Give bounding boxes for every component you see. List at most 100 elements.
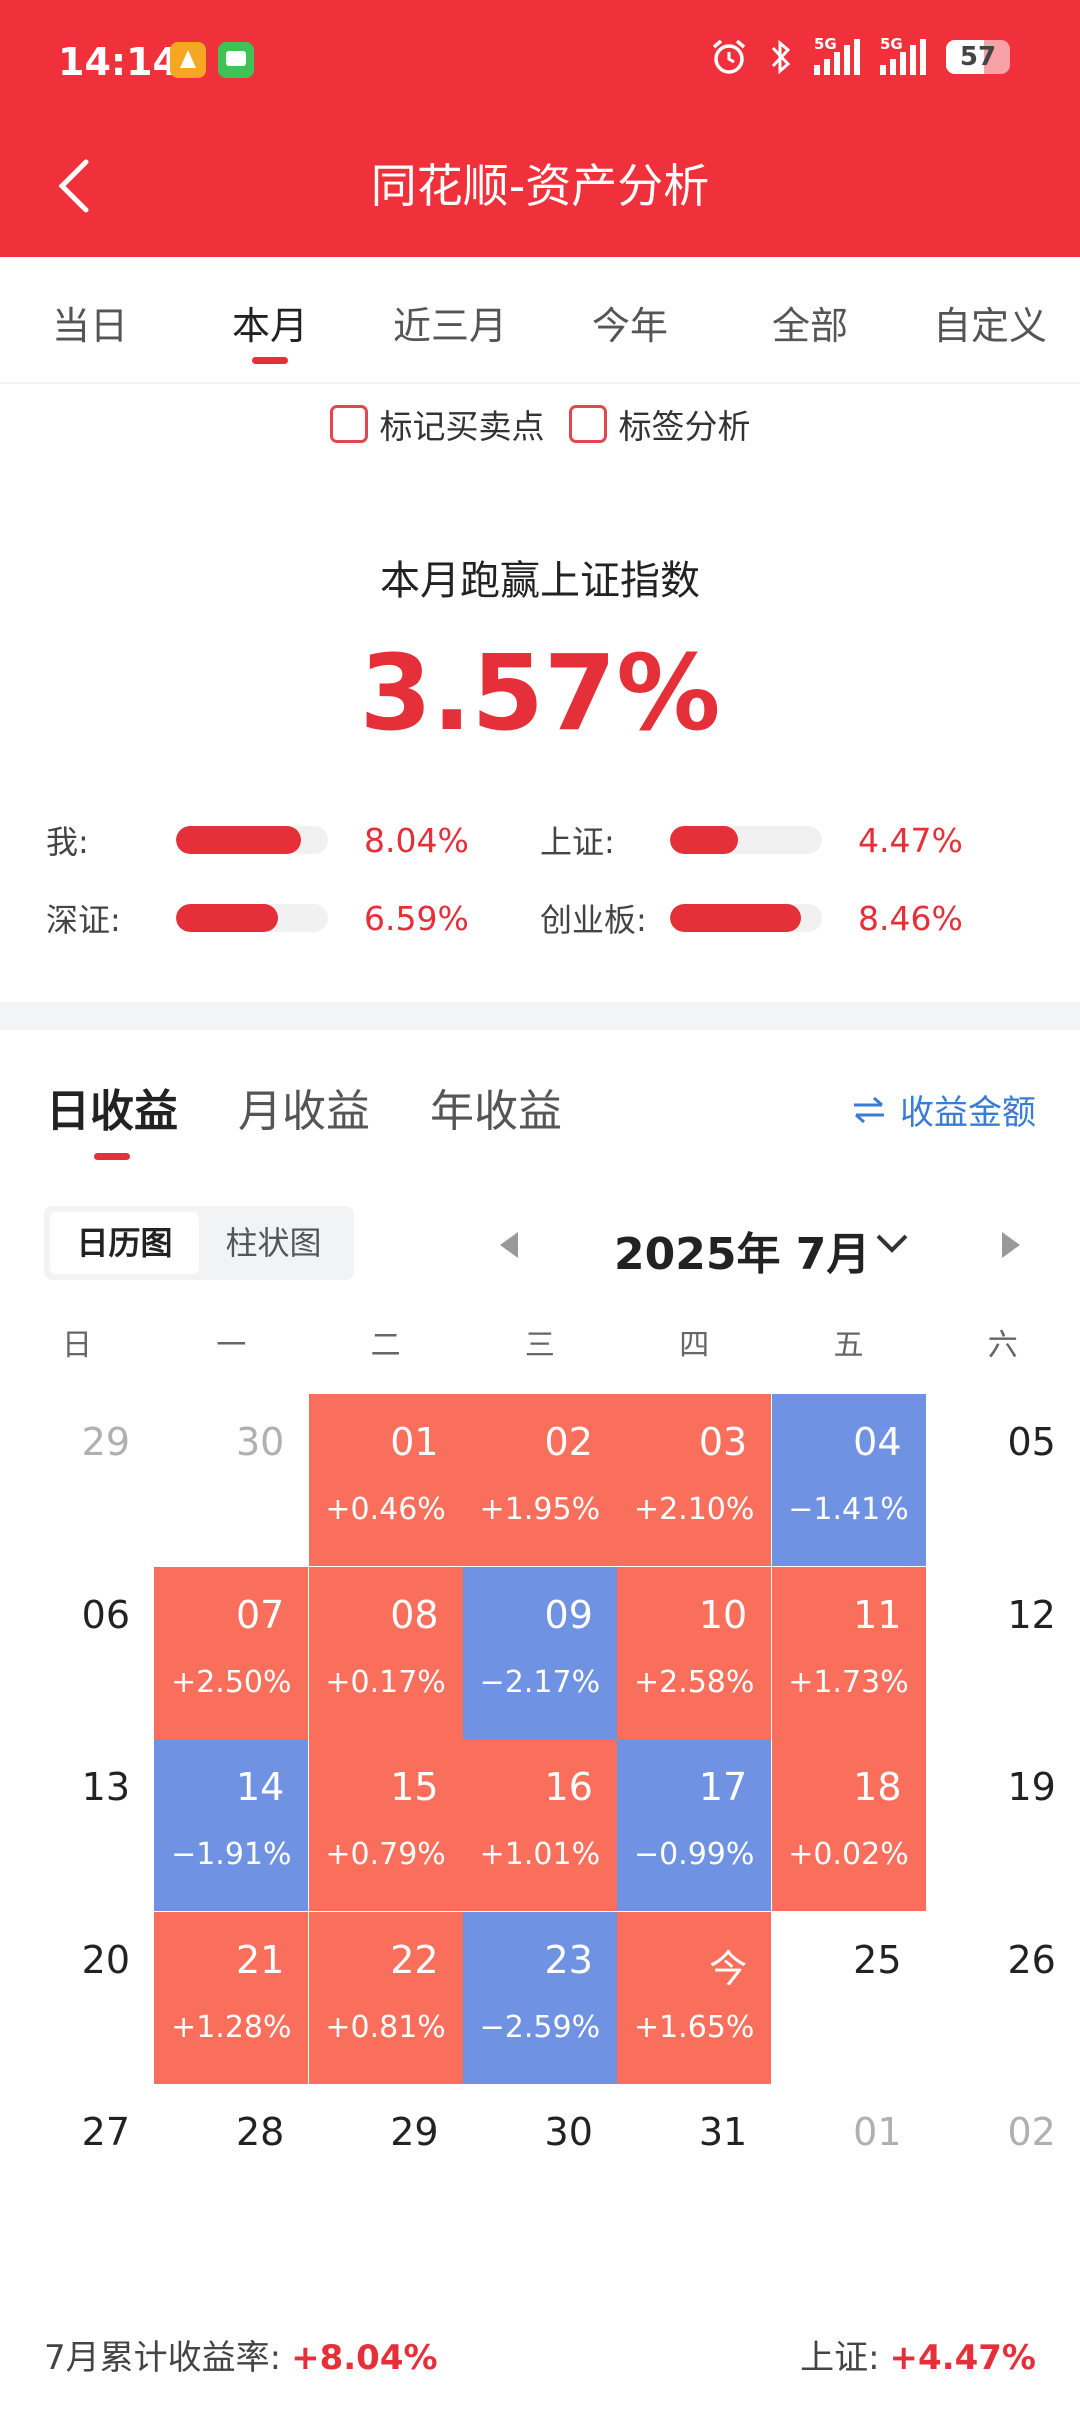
calendar-day-number: 27 — [81, 2110, 130, 2155]
calendar-day-number: 12 — [1007, 1592, 1056, 1637]
comparison-track — [670, 826, 822, 854]
weekday-header: 日一二三四五六 — [0, 1320, 1080, 1370]
calendar-day-cell[interactable]: 13 — [0, 1739, 154, 1911]
calendar-day-cell[interactable]: 16 +1.01% — [462, 1739, 617, 1912]
calendar-day-cell[interactable]: 08 +0.17% — [308, 1566, 463, 1739]
tab-this-month[interactable]: 本月 — [180, 257, 360, 382]
calendar-day-number: 02 — [1007, 2110, 1056, 2155]
calendar-day-number: 05 — [1007, 1420, 1056, 1464]
calendar-day-cell[interactable]: 31 — [617, 2084, 771, 2256]
calendar-day-cell[interactable]: 21 +1.28% — [154, 1911, 309, 2084]
calendar-day-cell[interactable]: 17 −0.99% — [617, 1739, 772, 1912]
calendar-day-cell[interactable]: 14 −1.91% — [154, 1739, 309, 1912]
option-checkboxes: 标记买卖点 标签分析 — [0, 400, 1080, 448]
comparison-chinext: 创业板: 8.46% — [540, 888, 963, 948]
calendar-day-cell[interactable]: 05 — [926, 1394, 1080, 1566]
month-label[interactable]: 2025年 7月 — [614, 1229, 871, 1280]
tab-today[interactable]: 当日 — [51, 304, 128, 348]
calendar-day-number: 16 — [544, 1765, 593, 1810]
mark-trades-checkbox[interactable]: 标记买卖点 — [329, 400, 545, 448]
signal-icon-2: 5G — [880, 35, 926, 75]
calendar-day-number: 02 — [544, 1420, 593, 1464]
summary-value: 3.57% — [359, 632, 721, 754]
section-divider — [0, 1002, 1080, 1030]
alarm-icon — [712, 39, 746, 74]
calendar-day-number: 30 — [235, 1420, 285, 1464]
calendar-day-cell[interactable]: 25 — [772, 1912, 926, 2084]
calendar-day-cell[interactable]: 23 −2.59% — [462, 1911, 617, 2084]
message-notification-icon — [218, 42, 254, 78]
calendar-day-cell[interactable]: 19 — [926, 1739, 1080, 1911]
amount-toggle-label: 收益金额 — [900, 1093, 1036, 1133]
calendar-view-button[interactable]: 日历图 — [50, 1212, 199, 1274]
calendar-day-number: 22 — [390, 1937, 439, 1982]
weekday-label: 一 — [216, 1328, 247, 1363]
calendar-day-cell[interactable]: 18 +0.02% — [771, 1739, 926, 1912]
tab-custom[interactable]: 自定义 — [932, 304, 1047, 348]
tab-all[interactable]: 全部 — [771, 304, 848, 348]
chevron-down-icon[interactable] — [872, 1224, 912, 1264]
bar-view-button[interactable]: 柱状图 — [225, 1224, 322, 1262]
weekday-label: 三 — [524, 1328, 555, 1363]
cumulative-value: +8.04% — [291, 2338, 438, 2378]
previous-month-icon[interactable] — [500, 1232, 518, 1258]
calendar-day-number: 31 — [698, 2110, 748, 2155]
calendar-day-return: +2.10% — [633, 1492, 755, 1527]
calendar-day-return: +1.73% — [788, 1664, 909, 1700]
calendar-day-return: +0.02% — [788, 1837, 909, 1873]
checkbox-icon — [329, 405, 368, 443]
status-bar: 14:14 5G 5G 57 — [0, 0, 1080, 122]
calendar-day-cell[interactable]: 28 — [154, 2084, 308, 2256]
calendar-day-number: 25 — [853, 1937, 902, 1982]
calendar-day-cell[interactable]: 30 — [154, 1394, 308, 1566]
calendar-day-number: 13 — [81, 1765, 130, 1810]
calendar-day-return: +0.81% — [325, 2009, 446, 2045]
calendar-day-cell[interactable]: 26 — [926, 1912, 1080, 2084]
calendar-day-cell[interactable]: 01 +0.46% — [308, 1394, 463, 1566]
calendar-day-return: +2.58% — [633, 1664, 755, 1700]
swap-arrows-icon — [854, 1096, 884, 1123]
comparison-label: 我: — [46, 823, 89, 861]
calendar-day-cell[interactable]: 09 −2.17% — [462, 1566, 617, 1739]
next-month-icon[interactable] — [1002, 1232, 1020, 1258]
tab-monthly-profit[interactable]: 月收益 — [238, 1086, 370, 1137]
calendar-day-cell[interactable]: 01 — [772, 2084, 926, 2256]
weekday-label: 二 — [370, 1328, 401, 1363]
calendar-day-cell[interactable]: 10 +2.58% — [617, 1566, 772, 1739]
calendar-day-cell[interactable]: 29 — [309, 2084, 463, 2256]
amount-toggle-button[interactable]: 收益金额 — [852, 1085, 1036, 1134]
profit-tabs: 日收益 月收益 年收益 — [46, 1075, 562, 1160]
calendar-day-cell[interactable]: 29 — [0, 1394, 154, 1566]
calendar-day-cell[interactable]: 11 +1.73% — [771, 1566, 926, 1739]
calendar-day-cell[interactable]: 12 — [926, 1567, 1080, 1739]
comparison-row-2: 深证: 6.59% 创业板: 8.46% — [0, 888, 1080, 948]
calendar-day-return: −1.41% — [788, 1492, 909, 1527]
tab-three-months[interactable]: 近三月 — [392, 304, 507, 348]
calendar-day-return: +0.17% — [325, 1664, 446, 1700]
calendar-day-cell[interactable]: 27 — [0, 2084, 154, 2256]
calendar-day-cell[interactable]: 20 — [0, 1912, 154, 2084]
calendar-day-number: 21 — [235, 1937, 285, 1982]
calendar-day-cell[interactable]: 04 −1.41% — [771, 1394, 926, 1566]
tag-analysis-checkbox[interactable]: 标签分析 — [568, 400, 751, 448]
tab-daily-profit[interactable]: 日收益 — [46, 1075, 178, 1160]
calendar-day-number: 11 — [853, 1592, 902, 1637]
calendar-day-number: 06 — [81, 1592, 130, 1637]
signal-2-label: 5G — [880, 35, 903, 53]
tab-yearly-profit[interactable]: 年收益 — [430, 1086, 562, 1137]
comparison-value: 6.59% — [364, 898, 469, 938]
calendar-day-number: 29 — [81, 1420, 130, 1464]
calendar-day-cell[interactable]: 02 +1.95% — [462, 1394, 617, 1566]
calendar-day-cell[interactable]: 07 +2.50% — [154, 1566, 309, 1739]
calendar-day-cell[interactable]: 今 +1.65% — [617, 1911, 772, 2084]
calendar-day-cell[interactable]: 22 +0.81% — [308, 1911, 463, 2084]
calendar-day-cell[interactable]: 02 — [926, 2084, 1080, 2256]
tab-this-year[interactable]: 今年 — [591, 304, 668, 348]
back-arrow-icon[interactable] — [50, 156, 100, 216]
calendar-day-cell[interactable]: 15 +0.79% — [308, 1739, 463, 1912]
calendar-day-number: 17 — [698, 1765, 748, 1810]
index-label: 上证: — [800, 2338, 880, 2378]
calendar-day-cell[interactable]: 30 — [463, 2084, 617, 2256]
calendar-day-cell[interactable]: 06 — [0, 1567, 154, 1739]
calendar-day-cell[interactable]: 03 +2.10% — [617, 1394, 772, 1566]
